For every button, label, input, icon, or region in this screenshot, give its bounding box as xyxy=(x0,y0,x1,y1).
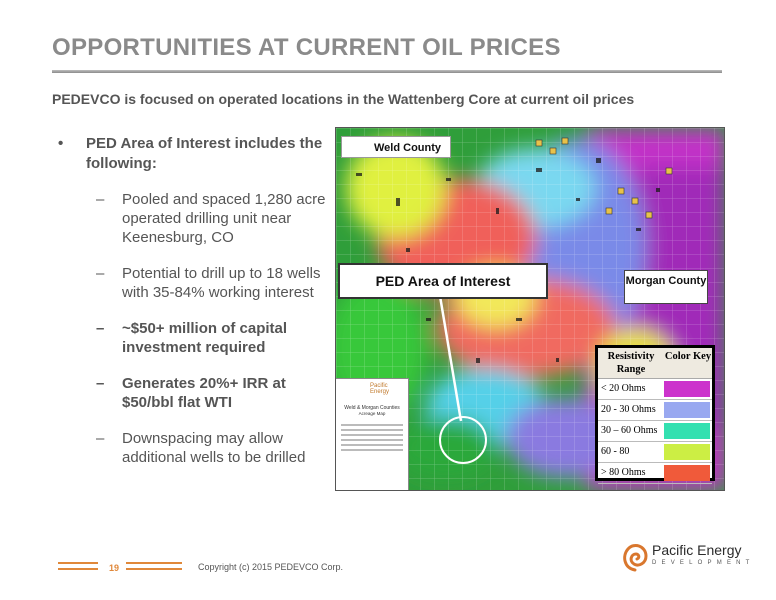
inset-subtitle: Acreage Map xyxy=(358,411,386,416)
sub-bullet-list: – Pooled and spaced 1,280 acre operated … xyxy=(56,190,331,467)
legend-row: < 20 Ohms xyxy=(598,379,712,400)
sub-bullet: – Pooled and spaced 1,280 acre operated … xyxy=(56,190,331,247)
legend-range: 30 – 60 Ohms xyxy=(601,425,658,436)
legend-range: < 20 Ohms xyxy=(601,383,646,394)
legend-row: 20 - 30 Ohms xyxy=(598,400,712,421)
footer-accent-line xyxy=(58,562,98,564)
legend-row: > 80 Ohms xyxy=(598,463,712,484)
title-divider xyxy=(52,70,722,73)
dash-marker: – xyxy=(96,265,105,282)
morgan-county-label: Morgan County xyxy=(624,270,708,304)
legend-range: 20 - 30 Ohms xyxy=(601,404,656,415)
legend-row: 60 - 80 xyxy=(598,442,712,463)
copyright-text: Copyright (c) 2015 PEDEVCO Corp. xyxy=(198,562,344,572)
bullet-list: • PED Area of Interest includes the foll… xyxy=(56,134,331,484)
company-logo: Pacific Energy DEVELOPMENT xyxy=(620,540,770,580)
footer-accent-line xyxy=(58,568,98,570)
bullet-marker: • xyxy=(58,135,64,152)
footer-accent-line xyxy=(126,562,182,564)
legend-swatch xyxy=(664,423,710,439)
footer-accent-line xyxy=(126,568,182,570)
dash-marker: – xyxy=(96,191,105,208)
legend-swatch xyxy=(664,402,710,418)
resistivity-map: Weld County PED Area of Interest Morgan … xyxy=(335,127,725,491)
sub-bullet-text: ~$50+ million of capital investment requ… xyxy=(122,320,288,356)
sub-bullet: – ~$50+ million of capital investment re… xyxy=(56,319,331,357)
legend-swatch xyxy=(664,465,710,481)
inset-lines xyxy=(341,424,403,451)
inset-brand: Pacific Energy xyxy=(370,383,390,395)
resistivity-legend: Resistivity Range Color Key < 20 Ohms 20… xyxy=(595,345,715,484)
legend-range: 60 - 80 xyxy=(601,446,630,457)
inset-title: Weld & Morgan Counties xyxy=(344,405,400,411)
dash-marker: – xyxy=(96,430,105,447)
main-bullet: • PED Area of Interest includes the foll… xyxy=(56,134,331,174)
sub-bullet-text: Potential to drill up to 18 wells with 3… xyxy=(122,265,321,301)
legend-header: Resistivity Range Color Key xyxy=(598,348,712,379)
legend-header-range: Resistivity Range xyxy=(607,351,655,375)
sub-bullet-text: Generates 20%+ IRR at $50/bbl flat WTI xyxy=(122,375,286,411)
sub-bullet: – Potential to drill up to 18 wells with… xyxy=(56,264,331,302)
slide-title: OPPORTUNITIES AT CURRENT OIL PRICES xyxy=(52,34,561,61)
logo-subtext: DEVELOPMENT xyxy=(652,560,755,566)
legend-row: 30 – 60 Ohms xyxy=(598,421,712,442)
ped-area-label: PED Area of Interest xyxy=(338,263,548,299)
main-bullet-text: PED Area of Interest includes the follow… xyxy=(86,135,323,172)
page-number: 19 xyxy=(109,563,120,573)
weld-county-label: Weld County xyxy=(341,136,451,158)
sub-bullet-text: Downspacing may allow additional wells t… xyxy=(122,430,306,466)
slide-subtitle: PEDEVCO is focused on operated locations… xyxy=(52,91,635,107)
legend-range: > 80 Ohms xyxy=(601,467,646,478)
sub-bullet: – Downspacing may allow additional wells… xyxy=(56,429,331,467)
spiral-logo-icon xyxy=(623,544,648,572)
dash-marker: – xyxy=(96,320,105,337)
legend-header-color: Color Key xyxy=(664,351,712,362)
sub-bullet-text: Pooled and spaced 1,280 acre operated dr… xyxy=(122,191,326,246)
dash-marker: – xyxy=(96,375,105,392)
legend-swatch xyxy=(664,444,710,460)
legend-swatch xyxy=(664,381,710,397)
logo-name: Pacific Energy xyxy=(652,542,742,558)
map-inset: Pacific Energy Weld & Morgan Counties Ac… xyxy=(336,378,409,490)
sub-bullet: – Generates 20%+ IRR at $50/bbl flat WTI xyxy=(56,374,331,412)
